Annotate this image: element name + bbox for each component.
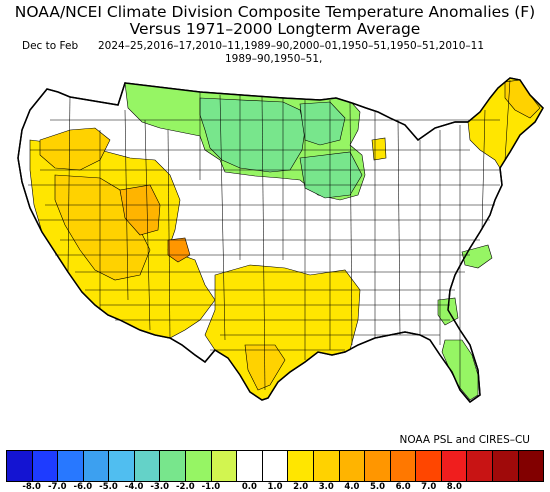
region-michigan-warm: [371, 137, 387, 161]
legend-swatch: [237, 451, 263, 481]
legend-tick-label: 1.0: [267, 482, 283, 492]
legend-tick-label: 6.0: [395, 482, 411, 492]
legend-swatch: [518, 451, 544, 481]
legend-swatch: [32, 451, 59, 481]
legend-swatch: [58, 451, 84, 481]
division-borders: [28, 79, 511, 391]
map-title-line-2: Versus 1971–2000 Longterm Average: [129, 20, 421, 38]
legend-swatch: [109, 451, 135, 481]
legend-swatch: [416, 451, 442, 481]
legend-tick-label: -3.0: [150, 482, 169, 492]
legend-tick-label: -6.0: [73, 482, 93, 492]
legend-swatch: [134, 451, 161, 481]
legend-tick-labels: -8.0 -7.0 -6.0 -5.0 -4.0 -3.0 -2.0 -1.0 0.0 1.0 2.…: [0, 482, 550, 492]
legend-swatch: [467, 451, 493, 481]
legend-swatch: [160, 451, 187, 481]
legend-swatch: [339, 451, 366, 481]
legend-tick-label: 4.0: [344, 482, 360, 492]
legend-tick-label: 3.0: [318, 482, 334, 492]
legend-swatch: [262, 451, 289, 481]
years-list-line-1: 2024–25,2016–17,2010–11,1989–90,2000–01,…: [98, 40, 485, 52]
legend-tick-label: -8.0: [22, 482, 41, 492]
legend-tick-label: -2.0: [176, 482, 195, 492]
legend-swatch: [441, 451, 468, 481]
us-border-overlay: [17, 77, 544, 404]
years-list-line-2: 1989–90,1950–51,: [225, 53, 323, 65]
legend-tick-label: 8.0: [446, 482, 462, 492]
region-dakotas-cooler: [199, 97, 306, 173]
legend-tick-label: -1.0: [201, 482, 221, 492]
period-label: Dec to Feb: [22, 40, 79, 52]
map-title-line-1: NOAA/NCEI Climate Division Composite Tem…: [14, 3, 536, 21]
legend-swatch: [390, 451, 417, 481]
credit-label: NOAA PSL and CIRES–CU: [399, 434, 531, 446]
region-south-central-warm: [204, 264, 361, 401]
legend-swatch: [7, 451, 33, 481]
legend-swatch: [492, 451, 519, 481]
legend-swatch: [83, 451, 110, 481]
legend-tick-label: -5.0: [99, 482, 118, 492]
region-carolina-cool: [461, 244, 493, 269]
legend-tick-label: -7.0: [47, 482, 67, 492]
us-climate-division-map: [17, 77, 544, 404]
legend-swatch: [288, 451, 314, 481]
legend-tick-label: -4.0: [124, 482, 144, 492]
legend-tick-label: 5.0: [369, 482, 385, 492]
legend-swatch: [186, 451, 212, 481]
legend-swatch: [211, 451, 238, 481]
legend-swatch: [313, 451, 340, 481]
legend-tick-label: 0.0: [241, 482, 257, 492]
legend-swatch: [365, 451, 391, 481]
legend-colorbar: [6, 450, 544, 482]
region-colorado-hot: [167, 237, 191, 263]
legend-tick-label: 7.0: [421, 482, 437, 492]
legend-tick-label: 2.0: [293, 482, 309, 492]
